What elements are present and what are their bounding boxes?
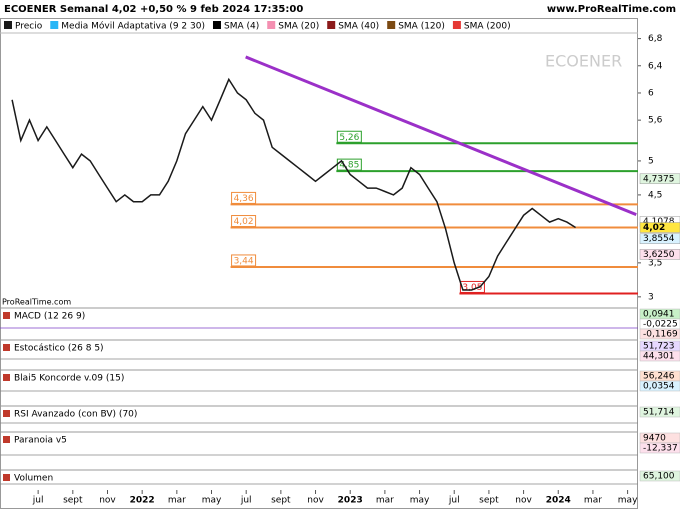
legend-swatch xyxy=(452,21,461,29)
panel-title: Blai5 Koncorde v.09 (15) xyxy=(14,374,124,384)
x-tick-label: sept xyxy=(271,496,291,506)
header-site: www.ProRealTime.com xyxy=(547,4,676,15)
legend-label: SMA (20) xyxy=(278,22,319,32)
panel-title: MACD (12 26 9) xyxy=(14,312,85,322)
level-label-box xyxy=(231,215,257,228)
panel-icon xyxy=(3,374,10,381)
panel-icon xyxy=(3,436,10,443)
x-tick-label: nov xyxy=(515,496,532,506)
x-tick-label: 2022 xyxy=(130,496,155,506)
price-tag-label: 3,6250 xyxy=(643,250,675,260)
legend-label: Precio xyxy=(15,22,43,32)
price-tag xyxy=(639,233,680,244)
panel-icon xyxy=(3,474,10,481)
legend-label: SMA (4) xyxy=(224,22,259,32)
trendline xyxy=(245,55,637,217)
panel-tag xyxy=(639,406,680,418)
panel-icon xyxy=(3,410,10,417)
level-label-box xyxy=(231,191,257,204)
panel-tag xyxy=(639,350,680,362)
price-tag xyxy=(639,173,680,185)
legend-swatch xyxy=(387,21,396,29)
level-label-box xyxy=(336,130,362,143)
y-tick-label: 3 xyxy=(648,292,654,302)
legend-swatch xyxy=(212,21,221,29)
x-tick-label: may xyxy=(202,496,222,506)
legend-label: SMA (120) xyxy=(398,22,445,32)
x-tick-label: nov xyxy=(99,496,116,506)
panel-tag-label: -12,337 xyxy=(643,444,678,454)
legend-swatch xyxy=(267,21,276,29)
panel-tag-label: 44,301 xyxy=(643,352,675,362)
x-tick-label: mar xyxy=(168,496,186,506)
level-label: 4,85 xyxy=(339,161,359,171)
legend-label: SMA (200) xyxy=(464,22,511,32)
panel-title: Volumen xyxy=(14,474,53,484)
level-label-box xyxy=(459,280,485,293)
panel-title: Paranoia v5 xyxy=(14,436,67,446)
legend-label: Media Móvil Adaptativa (9 2 30) xyxy=(61,21,205,32)
price-tag-label: 4,7375 xyxy=(643,174,675,184)
panel-icon xyxy=(3,344,10,351)
header-title: ECOENER Semanal 4,02 +0,50 % 9 feb 2024 … xyxy=(4,4,303,15)
y-tick-label: 4,5 xyxy=(648,190,662,200)
legend-swatch xyxy=(327,21,336,29)
y-tick-label: 3,5 xyxy=(648,258,662,268)
y-tick-label: 5,6 xyxy=(648,116,663,126)
panel-tag-label: 65,100 xyxy=(643,472,675,482)
x-tick-label: jul xyxy=(32,496,44,506)
price-tag-label: 4,02 xyxy=(643,223,665,233)
source: ProRealTime.com xyxy=(2,298,71,307)
legend-label: SMA (40) xyxy=(338,22,379,32)
watermark: ECOENER xyxy=(545,52,622,71)
x-tick-label: sept xyxy=(63,496,83,506)
panel-tag-label: 0,0354 xyxy=(643,382,675,392)
price-tag-label: 3,8554 xyxy=(643,234,675,244)
x-tick-label: nov xyxy=(307,496,324,506)
panel-tag-label: 9470 xyxy=(643,434,666,444)
frame xyxy=(0,18,638,509)
price-tag xyxy=(639,249,680,260)
y-tick-label: 6,4 xyxy=(648,61,663,71)
legend-swatch xyxy=(50,21,59,29)
y-tick-label: 6,8 xyxy=(648,34,663,44)
y-tick-label: 6 xyxy=(648,88,654,98)
x-tick-label: may xyxy=(618,496,638,506)
price-line xyxy=(11,77,576,291)
panel-icon xyxy=(3,312,10,319)
panel-tag xyxy=(639,442,680,454)
x-tick-label: 2023 xyxy=(338,496,363,506)
level-label: 3,44 xyxy=(234,256,254,266)
x-tick-label: sept xyxy=(479,496,499,506)
price-tag xyxy=(639,222,680,233)
legend-swatch xyxy=(4,21,12,29)
level-label: 4,36 xyxy=(234,194,254,204)
panel-tag xyxy=(639,380,680,392)
panel-tag xyxy=(639,328,680,340)
panel-tag-label: -0,0225 xyxy=(643,320,678,330)
level-label-box xyxy=(231,254,257,267)
x-tick-label: jul xyxy=(448,496,460,506)
panel-tag xyxy=(639,470,680,482)
panel-tag-label: 51,723 xyxy=(643,342,675,352)
level-label: 4,02 xyxy=(234,217,254,227)
panel-tag-label: 0,0941 xyxy=(643,310,675,320)
panel-tag-label: 51,714 xyxy=(643,408,675,418)
y-tick-label: 5 xyxy=(648,156,654,166)
panel-title: Estocástico (26 8 5) xyxy=(14,344,104,354)
panel-title: RSI Avanzado (con BV) (70) xyxy=(14,410,137,420)
level-label: 5,26 xyxy=(339,133,359,143)
level-label: 3,05 xyxy=(462,283,482,293)
x-tick-label: may xyxy=(410,496,430,506)
x-tick-label: mar xyxy=(376,496,394,506)
x-tick-label: 2024 xyxy=(546,496,571,506)
x-tick-label: mar xyxy=(584,496,602,506)
price-tag-label: 4,1078 xyxy=(643,217,675,227)
panel-tag-label: -0,1169 xyxy=(643,330,678,340)
panel-tag-label: 56,246 xyxy=(643,372,675,382)
x-tick-label: jul xyxy=(240,496,252,506)
